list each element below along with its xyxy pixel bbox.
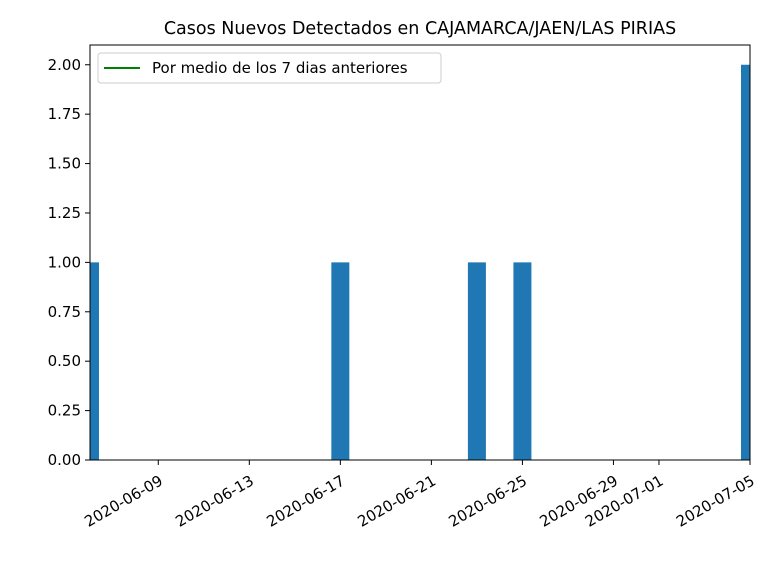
y-tick-label: 1.00 (48, 253, 81, 271)
legend: Por medio de los 7 dias anteriores (97, 52, 442, 84)
y-tick-label: 1.25 (48, 204, 81, 222)
y-tick-label: 1.50 (48, 155, 81, 173)
y-tick-label: 0.25 (48, 402, 81, 420)
y-tick-label: 1.75 (48, 105, 81, 123)
x-tick-label: 2020-06-25 (446, 472, 531, 531)
axes-group: 0.00 0.25 0.50 0.75 1.00 1.25 1.50 1.75 2.00 2020… (48, 44, 758, 531)
x-tick-label: 2020-06-13 (172, 472, 257, 531)
chart-title: Casos Nuevos Detectados en CAJAMARCA/JAE… (164, 19, 676, 39)
x-tick-label: 2020-07-05 (673, 472, 758, 531)
bar-2020-06-17 (331, 262, 350, 460)
x-tick-label: 2020-06-17 (263, 472, 348, 531)
y-tick-label: 2.00 (48, 56, 81, 74)
y-tick-label: 0.75 (48, 303, 81, 321)
bars-group (90, 64, 750, 460)
legend-box (97, 52, 442, 84)
bar-2020-06-23 (467, 262, 486, 460)
y-tick-label: 0.50 (48, 352, 81, 370)
bar-2020-06-06 (90, 262, 99, 460)
x-tick-label: 2020-06-21 (354, 472, 439, 531)
x-tick-label: 2020-06-09 (81, 472, 166, 531)
bar-2020-06-25 (513, 262, 532, 460)
plot-frame (89, 44, 751, 461)
bar-2020-07-05 (741, 64, 750, 460)
y-tick-label: 0.00 (48, 451, 81, 469)
legend-label: Por medio de los 7 dias anteriores (152, 59, 408, 77)
